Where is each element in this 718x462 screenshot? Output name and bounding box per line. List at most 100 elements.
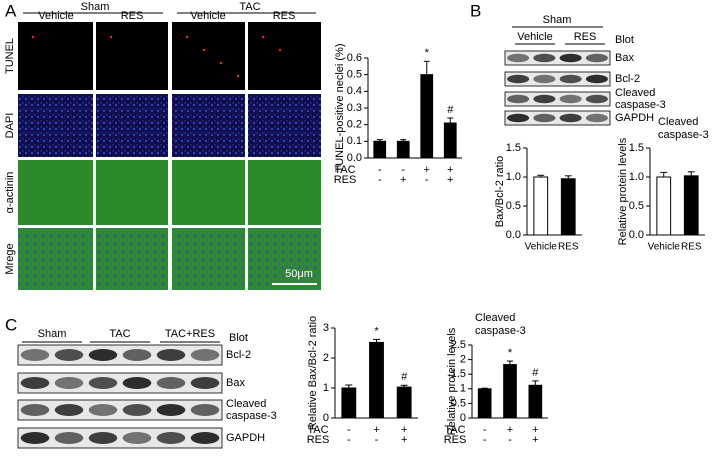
blot-row-label: GAPDH (615, 112, 654, 124)
y-tick-label: 0.4 (347, 85, 362, 97)
condition-sign: + (447, 174, 453, 186)
blot-band (122, 349, 152, 361)
y-tick-label: 0.0 (629, 229, 644, 241)
y-tick-label: 0.5 (629, 200, 644, 212)
condition-sign: + (400, 174, 406, 186)
blot-band (54, 349, 84, 361)
blot-band (122, 377, 152, 389)
blot-band (190, 432, 220, 444)
treatment-label: Vehicle (38, 10, 73, 22)
blot-strip (504, 50, 611, 66)
blot-band (507, 94, 530, 104)
y-tick-label: 0.0 (506, 229, 521, 241)
blot-band (190, 377, 220, 389)
blot-row-label: GAPDH (226, 432, 265, 444)
blot-band (533, 74, 556, 84)
treatment-label: RES (574, 31, 597, 43)
y-axis-label: Relative protein levels (617, 137, 629, 245)
tunel-dot (278, 48, 282, 52)
blot-band (156, 404, 186, 416)
blot-band (54, 432, 84, 444)
y-tick-label: 1 (460, 383, 466, 395)
y-tick-label: 1.5 (629, 142, 644, 154)
condition-name: RES (307, 434, 330, 446)
y-tick-label: 0.3 (347, 102, 362, 114)
y-tick-label: 0.1 (347, 135, 362, 147)
blot-band (190, 349, 220, 361)
condition-name: RES (334, 174, 357, 186)
blot-band (507, 74, 530, 84)
bar (528, 384, 543, 419)
treatment-label: Vehicle (517, 31, 552, 43)
group-label: TAC (109, 328, 130, 340)
panel-label: B (470, 1, 481, 20)
blot-row-label: Bcl-2 (226, 349, 251, 361)
micrograph (18, 160, 93, 225)
chart-title: Cleaved (475, 312, 515, 324)
bar (369, 341, 384, 419)
blot-row-label: Cleaved (615, 87, 655, 99)
blot-band (533, 94, 556, 104)
condition-sign: - (483, 424, 487, 436)
group-label: TAC (239, 1, 260, 13)
bar (420, 74, 434, 159)
blot-band (88, 404, 118, 416)
bar (477, 388, 492, 419)
blot-band (507, 113, 530, 123)
y-tick-label: 0.5 (506, 200, 521, 212)
condition-sign: + (532, 424, 538, 436)
treatment-label: Vehicle (190, 10, 225, 22)
blot-band (190, 404, 220, 416)
y-tick-label: 0.5 (451, 397, 466, 409)
x-tick-label: RES (681, 242, 702, 253)
group-label: Sham (81, 1, 110, 13)
bar (683, 175, 699, 236)
micrograph (18, 228, 93, 290)
blot-band (54, 404, 84, 416)
significance-marker: * (508, 347, 513, 359)
condition-sign: + (424, 164, 430, 176)
micrograph (96, 22, 168, 90)
treatment-label: RES (273, 10, 296, 22)
blot-row-label: Bax (226, 377, 245, 389)
row-label: Mrege (4, 243, 16, 274)
blot-strip (504, 91, 611, 107)
group-label: Sham (38, 328, 67, 340)
blot-band (54, 377, 84, 389)
blot-strip (504, 110, 611, 126)
y-tick-label: 2 (460, 354, 466, 366)
condition-name: RES (444, 434, 467, 446)
micrograph (18, 22, 93, 90)
chart-title: caspase-3 (475, 325, 526, 337)
x-tick-label: Vehicle (525, 242, 558, 253)
y-tick-label: 1.5 (506, 142, 521, 154)
blot-band (585, 113, 608, 123)
blot-band (156, 349, 186, 361)
treatment-label: RES (121, 10, 144, 22)
tunel-dot (109, 35, 113, 39)
condition-sign: - (347, 434, 351, 446)
condition-sign: + (401, 434, 407, 446)
bar (560, 178, 576, 236)
y-axis-label: Relative protein levels (446, 327, 458, 435)
blot-header: Blot (615, 34, 634, 46)
significance-marker: # (447, 104, 454, 116)
y-tick-label: 2.5 (451, 339, 466, 351)
chart-title: caspase-3 (658, 129, 709, 141)
blot-band (507, 53, 530, 63)
tunel-dot (261, 35, 265, 39)
micrograph (248, 22, 321, 90)
micrograph (248, 160, 321, 225)
bar (443, 122, 457, 159)
tunel-dot (219, 61, 223, 65)
blot-band (88, 377, 118, 389)
y-tick-label: 0.0 (347, 152, 362, 164)
condition-sign: + (401, 424, 407, 436)
condition-sign: + (373, 424, 379, 436)
condition-sign: + (447, 164, 453, 176)
micrograph (172, 228, 245, 290)
bar (533, 176, 549, 236)
scale-label: 50μm (285, 268, 313, 280)
blot-band (122, 432, 152, 444)
blot-band (559, 94, 582, 104)
